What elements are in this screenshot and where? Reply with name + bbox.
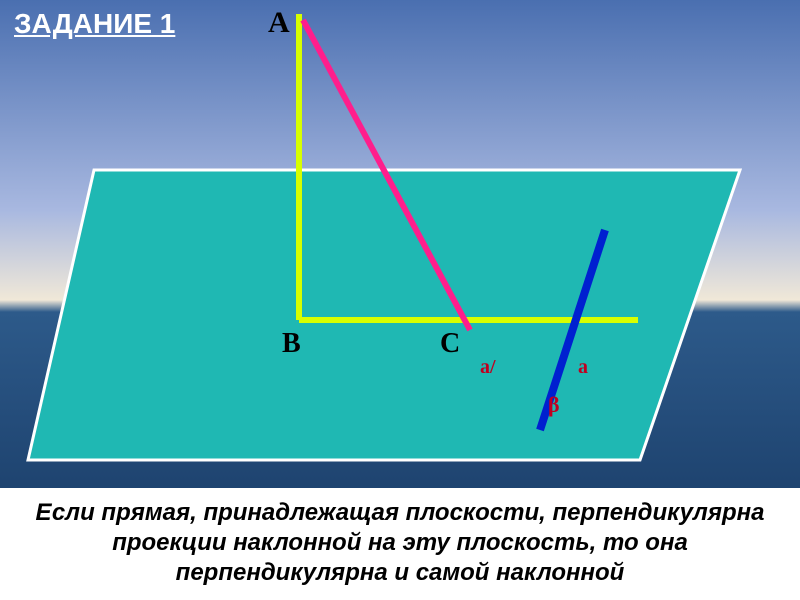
stage: ЗАДАНИЕ 1 А В С а/ а β Если прямая, прин… (0, 0, 800, 600)
theorem-caption: Если прямая, принадлежащая плоскости, пе… (0, 488, 800, 600)
label-c: С (440, 328, 460, 360)
plane-beta (28, 170, 740, 460)
task-title: ЗАДАНИЕ 1 (14, 8, 175, 40)
label-a-prime: а/ (480, 356, 496, 379)
label-a: А (268, 6, 290, 40)
label-line-a: а (578, 356, 588, 379)
label-b: В (282, 328, 301, 360)
label-beta: β (548, 392, 560, 418)
